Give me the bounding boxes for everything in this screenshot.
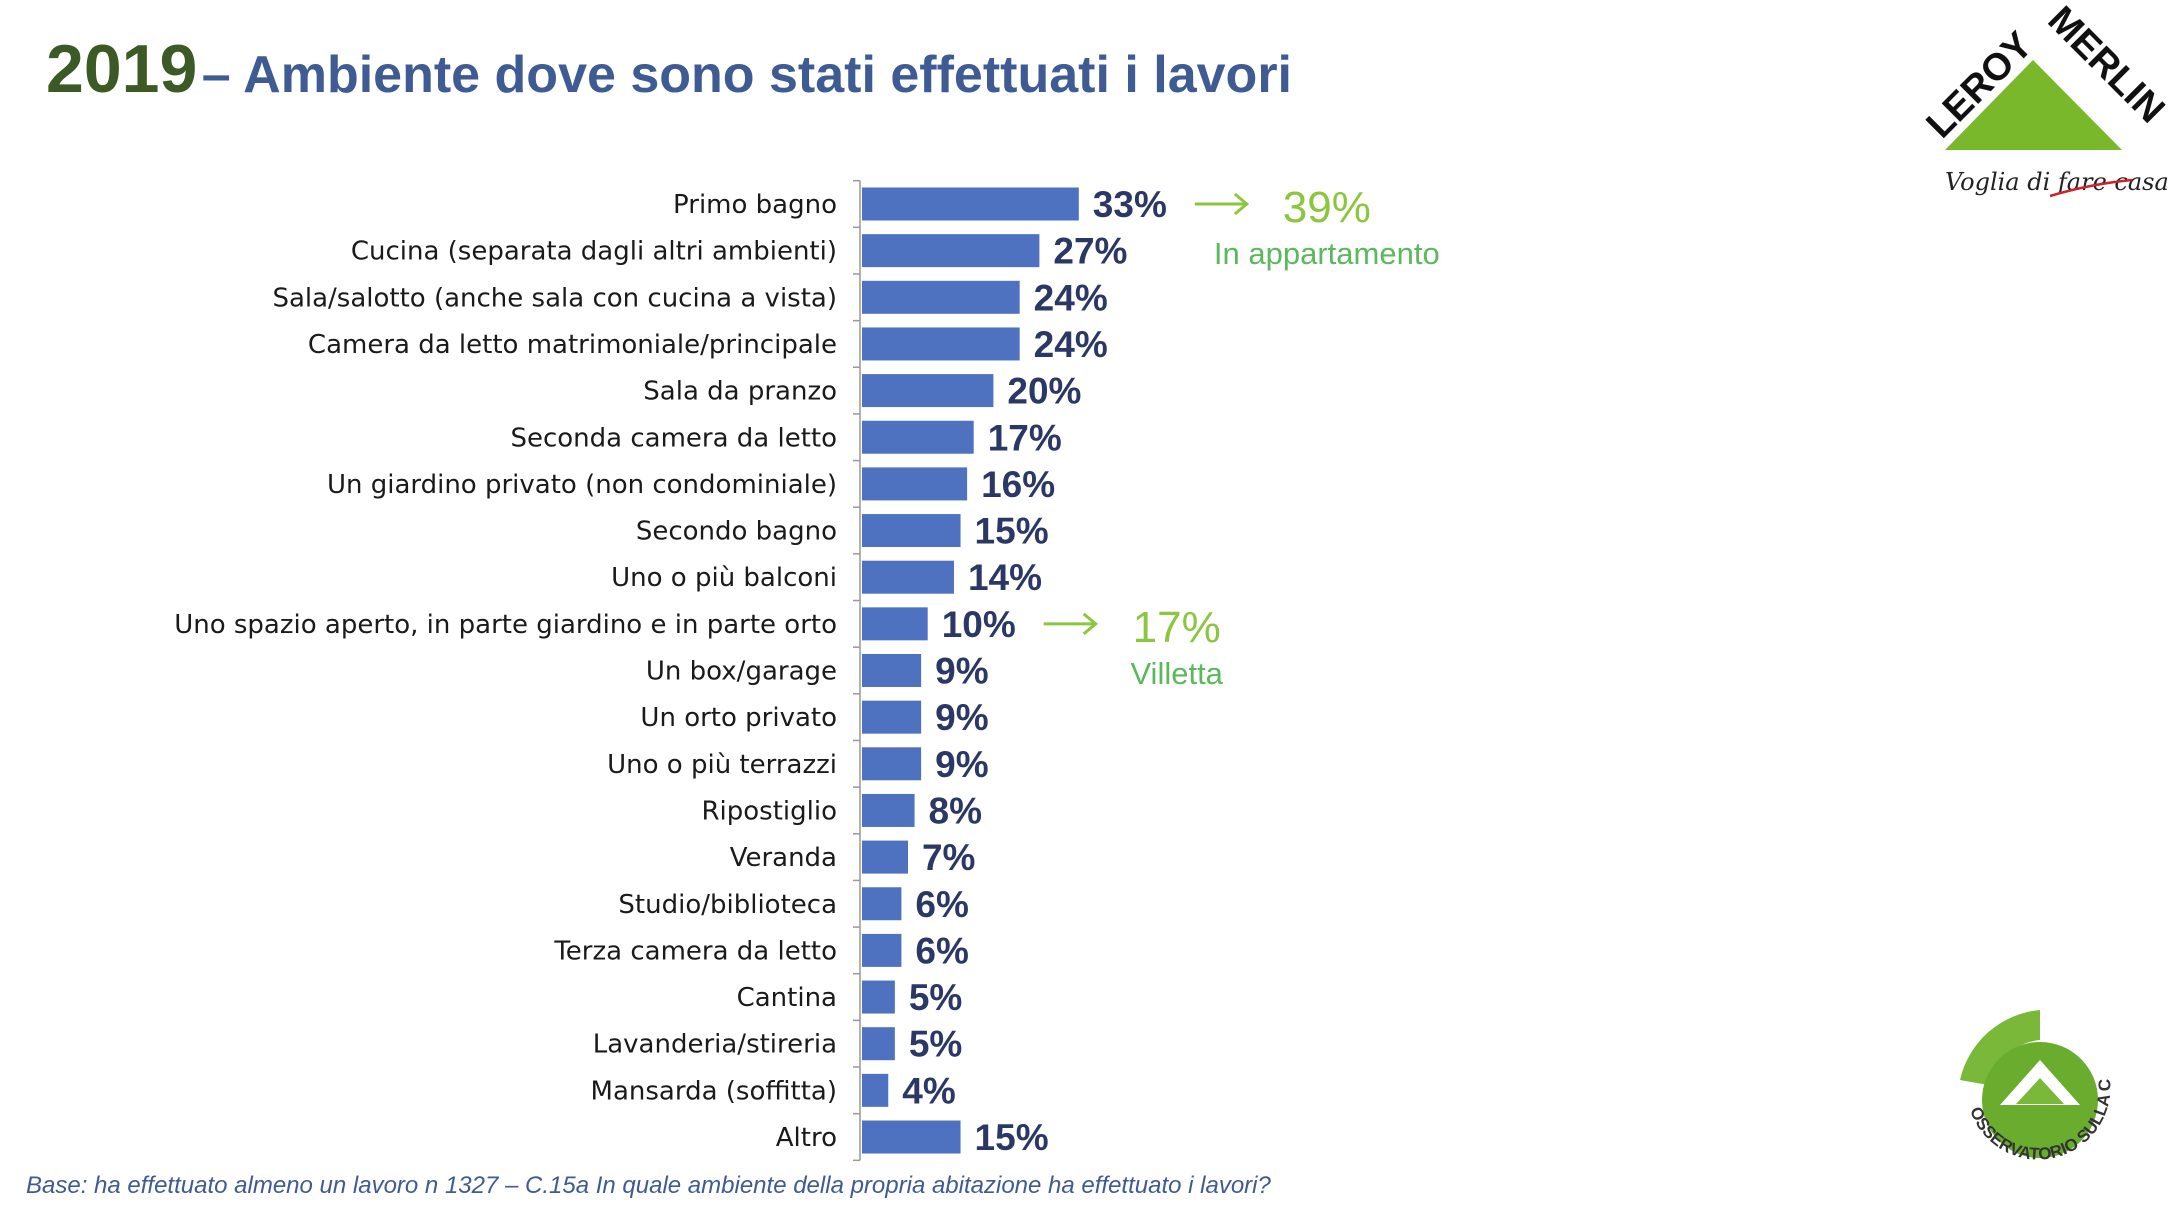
bar <box>862 700 922 734</box>
value-label: 15% <box>975 511 1049 552</box>
leroy-merlin-logo: LEROY MERLIN Voglia di fare casa. <box>1919 0 2168 198</box>
annotation-value: 39% <box>1283 183 1371 232</box>
bar <box>862 420 974 454</box>
title-text: – Ambiente dove sono stati effettuati i … <box>201 46 1293 104</box>
category-label: Un orto privato <box>640 703 837 733</box>
value-label: 6% <box>915 884 968 925</box>
value-label: 20% <box>1007 371 1081 412</box>
value-label: 9% <box>935 651 988 692</box>
bar <box>862 887 902 921</box>
bar <box>862 467 968 501</box>
bar <box>862 793 915 827</box>
value-label: 15% <box>975 1117 1049 1158</box>
value-label: 8% <box>929 790 982 831</box>
category-label: Altro <box>776 1123 837 1153</box>
value-label: 5% <box>909 1024 962 1065</box>
footnote: Base: ha effettuato almeno un lavoro n 1… <box>26 1172 1271 1199</box>
category-label: Sala/salotto (anche sala con cucina a vi… <box>272 283 837 313</box>
category-label: Veranda <box>730 843 837 873</box>
category-label: Uno spazio aperto, in parte giardino e i… <box>174 610 837 640</box>
category-label: Uno o più balconi <box>611 563 837 593</box>
bar <box>862 980 895 1014</box>
category-label: Un giardino privato (non condominiale) <box>327 470 837 500</box>
arrow-head-icon <box>1233 192 1250 216</box>
value-label: 33% <box>1093 184 1167 225</box>
category-label: Mansarda (soffitta) <box>591 1076 837 1106</box>
category-label: Sala da pranzo <box>643 377 837 407</box>
osservatorio-logo: OSSERVATORIO SULLA CASA <box>1940 1000 2115 1164</box>
category-label: Cucina (separata dagli altri ambienti) <box>351 237 837 267</box>
bar <box>862 1073 889 1107</box>
annotation-label: Villetta <box>1130 656 1223 691</box>
bar <box>862 747 922 781</box>
bar <box>862 234 1040 268</box>
annotation-value: 17% <box>1133 603 1221 652</box>
logo-tagline: Voglia di fare casa. <box>1945 168 2168 196</box>
bar <box>862 1027 895 1061</box>
category-label: Primo bagno <box>673 190 837 220</box>
bar <box>862 654 922 687</box>
category-label: Lavanderia/stireria <box>593 1030 837 1060</box>
bar <box>862 560 954 594</box>
value-label: 9% <box>935 744 988 785</box>
value-label: 10% <box>942 604 1016 645</box>
value-label: 4% <box>902 1070 955 1111</box>
category-label: Secondo bagno <box>636 517 837 547</box>
category-label: Camera da letto matrimoniale/principale <box>308 330 837 360</box>
annotation-label: In appartamento <box>1214 236 1440 271</box>
value-label: 24% <box>1034 277 1108 318</box>
value-label: 16% <box>981 464 1055 505</box>
category-label: Seconda camera da letto <box>510 423 837 453</box>
value-label: 27% <box>1053 231 1127 272</box>
value-label: 5% <box>909 977 962 1018</box>
category-label: Un box/garage <box>646 657 837 687</box>
value-label: 9% <box>935 697 988 738</box>
bar <box>862 933 902 967</box>
category-label: Terza camera da letto <box>553 936 837 966</box>
value-label: 7% <box>922 837 975 878</box>
value-label: 17% <box>988 417 1062 458</box>
value-label: 6% <box>915 930 968 971</box>
bar <box>862 374 994 408</box>
bar <box>862 187 1079 221</box>
bar <box>862 1120 961 1154</box>
bar <box>862 327 1020 361</box>
arrow-head-icon <box>1082 612 1099 636</box>
value-label: 14% <box>968 557 1042 598</box>
bar <box>862 607 928 641</box>
page-title: 2019 – Ambiente dove sono stati effettua… <box>46 30 1292 108</box>
value-label: 24% <box>1034 324 1108 365</box>
bar <box>862 840 908 874</box>
category-label: Uno o più terrazzi <box>607 750 837 780</box>
category-label: Ripostiglio <box>701 796 837 826</box>
category-label: Cantina <box>737 983 837 1013</box>
title-year: 2019 <box>46 31 198 107</box>
bar <box>862 280 1020 314</box>
bar <box>862 514 961 548</box>
category-label: Studio/biblioteca <box>618 890 837 920</box>
